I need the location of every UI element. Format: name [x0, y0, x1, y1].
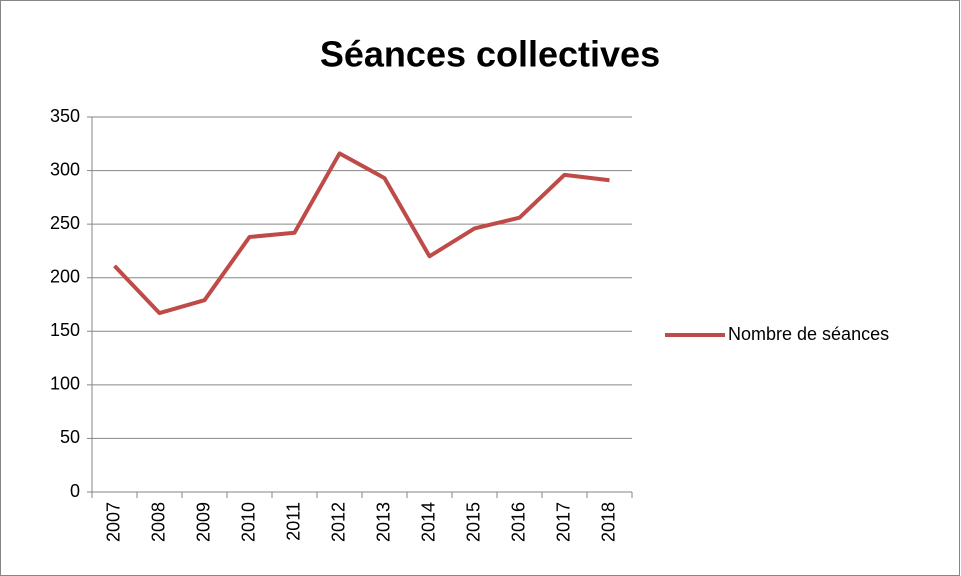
- x-tick-label: 2015: [463, 502, 483, 542]
- legend-label: Nombre de séances: [728, 324, 889, 344]
- y-tick-label: 50: [60, 427, 80, 447]
- y-tick-label: 350: [50, 106, 80, 126]
- y-tick-label: 150: [50, 320, 80, 340]
- data-line: [113, 151, 610, 316]
- x-tick-label: 2014: [418, 502, 438, 542]
- x-tick-label: 2010: [238, 502, 258, 542]
- chart-title: Séances collectives: [320, 34, 660, 75]
- y-tick-label: 100: [50, 374, 80, 394]
- y-tick-label: 300: [50, 159, 80, 179]
- x-tick-label: 2017: [553, 502, 573, 542]
- y-tick-label: 0: [70, 481, 80, 501]
- x-tick-label: 2007: [103, 502, 123, 542]
- x-tick-label: 2012: [328, 502, 348, 542]
- y-tick-label: 250: [50, 213, 80, 233]
- x-tick-label: 2013: [373, 502, 393, 542]
- x-tick-label: 2008: [148, 502, 168, 542]
- x-tick-label: 2018: [598, 502, 618, 542]
- x-tick-label: 2016: [508, 502, 528, 542]
- x-tick-label: 2011: [283, 502, 303, 541]
- x-tick-label: 2009: [193, 502, 213, 542]
- y-tick-label: 200: [50, 266, 80, 286]
